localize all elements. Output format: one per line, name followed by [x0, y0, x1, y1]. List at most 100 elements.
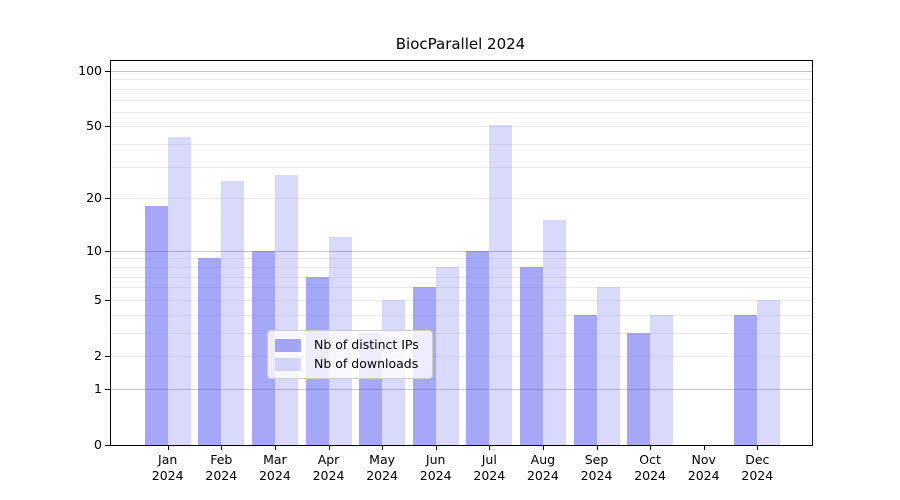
bar-distinct-ips-sep: [573, 314, 597, 445]
gridline-minor-3: [111, 332, 812, 334]
x-tick-nov: [703, 446, 705, 450]
y-tick-label-50: 50: [86, 118, 102, 134]
x-tick-month: Jan: [158, 452, 178, 467]
y-tick-label-5: 5: [94, 291, 102, 307]
gridline-minor-40: [111, 144, 812, 146]
legend-row-distinct-ips: Nb of distinct IPs: [275, 337, 424, 353]
y-tick-0: [105, 445, 110, 446]
x-tick-month: Apr: [317, 452, 340, 467]
gridline-minor-9: [111, 258, 812, 260]
x-tick-label-nov: Nov 2024: [672, 452, 736, 483]
x-tick-year: 2024: [205, 467, 238, 483]
legend: Nb of distinct IPs Nb of downloads: [267, 330, 433, 379]
bar-downloads-dec: [757, 299, 781, 445]
x-tick-year: 2024: [419, 467, 452, 483]
gridline-minor-50: [111, 126, 812, 128]
gridline-minor-8: [111, 266, 812, 268]
x-tick-oct: [650, 446, 652, 450]
x-tick-jul: [489, 446, 491, 450]
y-tick-label-0: 0: [94, 437, 102, 452]
x-tick-month: Nov: [691, 452, 716, 467]
bar-downloads-feb: [221, 181, 245, 445]
plot-area: [110, 60, 813, 446]
gridline-major-10: [111, 250, 812, 252]
bar-distinct-ips-jul: [466, 250, 490, 445]
x-tick-month: Oct: [639, 452, 661, 467]
x-tick-year: 2024: [741, 467, 774, 483]
y-tick-2: [105, 356, 110, 357]
bar-distinct-ips-oct: [627, 332, 651, 445]
x-tick-label-jul: Jul 2024: [457, 452, 521, 483]
y-tick-5: [105, 299, 110, 301]
x-tick-year: 2024: [687, 467, 720, 483]
x-tick-feb: [221, 446, 223, 450]
bar-distinct-ips-aug: [519, 266, 543, 445]
y-tick-20: [105, 198, 110, 200]
y-tick-1: [105, 388, 110, 390]
y-tick-label-20: 20: [86, 190, 102, 206]
y-tick-100: [105, 71, 110, 72]
x-tick-label-jun: Jun 2024: [404, 452, 468, 483]
bar-downloads-jun: [435, 266, 459, 445]
bar-downloads-aug: [542, 220, 566, 445]
x-tick-label-aug: Aug 2024: [511, 452, 575, 483]
legend-label-distinct-ips: Nb of distinct IPs: [314, 337, 419, 352]
x-tick-year: 2024: [258, 467, 291, 483]
y-tick-label-2: 2: [94, 348, 102, 363]
gridline-minor-7: [111, 276, 812, 278]
bar-downloads-jul: [489, 124, 513, 445]
y-tick-10: [105, 250, 110, 252]
x-tick-year: 2024: [151, 467, 184, 483]
x-tick-month: Mar: [263, 452, 287, 467]
gridline-minor-30: [111, 166, 812, 168]
x-tick-label-jan: Jan 2024: [136, 452, 200, 483]
x-tick-year: 2024: [366, 467, 398, 483]
x-tick-year: 2024: [312, 467, 345, 483]
gridline-minor-90: [111, 79, 812, 81]
x-tick-month: Jun: [425, 452, 446, 467]
gridline-major-100: [111, 71, 812, 72]
x-tick-year: 2024: [526, 467, 559, 483]
bar-downloads-mar: [274, 175, 298, 445]
x-tick-year: 2024: [473, 467, 506, 483]
x-tick-label-dec: Dec 2024: [725, 452, 789, 483]
x-tick-year: 2024: [580, 467, 613, 483]
x-tick-dec: [757, 446, 759, 450]
y-tick-label-100: 100: [78, 63, 102, 78]
gridline-minor-5: [111, 299, 812, 301]
bar-distinct-ips-jan: [144, 206, 168, 445]
bar-distinct-ips-feb: [198, 258, 222, 445]
bar-distinct-ips-dec: [734, 314, 758, 445]
x-tick-month: May: [369, 452, 396, 467]
legend-row-downloads: Nb of downloads: [275, 356, 424, 372]
x-tick-month: Dec: [745, 452, 770, 467]
x-tick-month: Sep: [584, 452, 609, 467]
x-tick-sep: [596, 446, 598, 450]
bar-downloads-oct: [650, 314, 674, 445]
legend-swatch-downloads: [275, 357, 301, 371]
bar-downloads-sep: [596, 287, 620, 445]
gridline-minor-60: [111, 111, 812, 113]
x-tick-mar: [274, 446, 276, 450]
x-tick-jan: [167, 446, 169, 450]
y-tick-50: [105, 126, 110, 128]
x-tick-month: Feb: [210, 452, 233, 467]
gridline-minor-20: [111, 198, 812, 200]
legend-swatch-distinct-ips: [275, 338, 301, 352]
x-tick-month: Aug: [530, 452, 556, 467]
y-tick-label-1: 1: [94, 380, 102, 396]
x-tick-year: 2024: [634, 467, 666, 483]
x-tick-label-mar: Mar 2024: [243, 452, 307, 483]
x-tick-label-may: May 2024: [350, 452, 414, 483]
x-tick-label-oct: Oct 2024: [618, 452, 682, 483]
x-tick-aug: [542, 446, 544, 450]
x-tick-label-sep: Sep 2024: [565, 452, 629, 483]
gridline-major-1: [111, 388, 812, 390]
x-tick-label-apr: Apr 2024: [297, 452, 361, 483]
x-tick-may: [382, 446, 384, 450]
gridline-minor-2: [111, 356, 812, 357]
gridline-minor-80: [111, 88, 812, 90]
x-tick-jun: [435, 446, 437, 450]
x-tick-apr: [328, 446, 330, 450]
